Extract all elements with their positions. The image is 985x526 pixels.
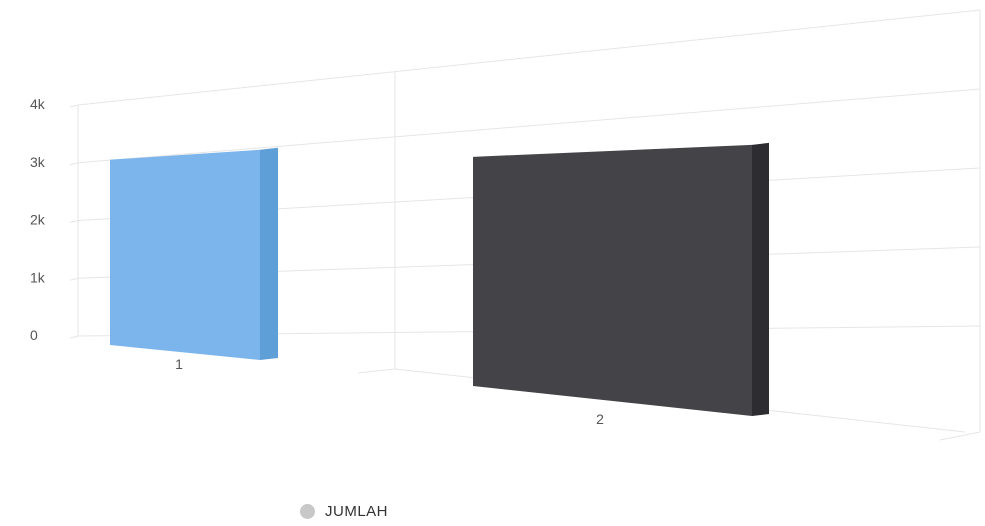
legend[interactable]: JUMLAH: [300, 503, 388, 520]
bar-1-front: [110, 149, 260, 360]
y-tick-label: 3k: [30, 154, 46, 170]
gridline: [69, 335, 79, 339]
gridline: [77, 88, 981, 164]
bar-2-front: [473, 144, 752, 417]
gridline: [69, 104, 79, 108]
legend-marker: [300, 504, 315, 519]
y-tick-label: 2k: [30, 212, 46, 228]
y-tick-label: 4k: [30, 96, 46, 112]
legend-label: JUMLAH: [325, 503, 389, 520]
y-tick-label: 0: [30, 327, 38, 343]
gridline: [357, 368, 396, 374]
y-tick-label: 1k: [30, 269, 46, 285]
gridline: [69, 220, 79, 223]
bars: [110, 142, 769, 417]
gridline: [939, 431, 981, 441]
y-axis: 0 1k 2k 3k 4k: [30, 96, 46, 343]
bar-2-side: [752, 142, 769, 417]
bar-1-side: [260, 147, 278, 360]
x-tick-label: 2: [596, 411, 604, 427]
x-tick-label: 1: [175, 356, 183, 372]
x-axis: 12: [175, 356, 604, 427]
gridline: [77, 9, 981, 106]
gridline: [69, 277, 79, 281]
gridline: [69, 162, 79, 166]
